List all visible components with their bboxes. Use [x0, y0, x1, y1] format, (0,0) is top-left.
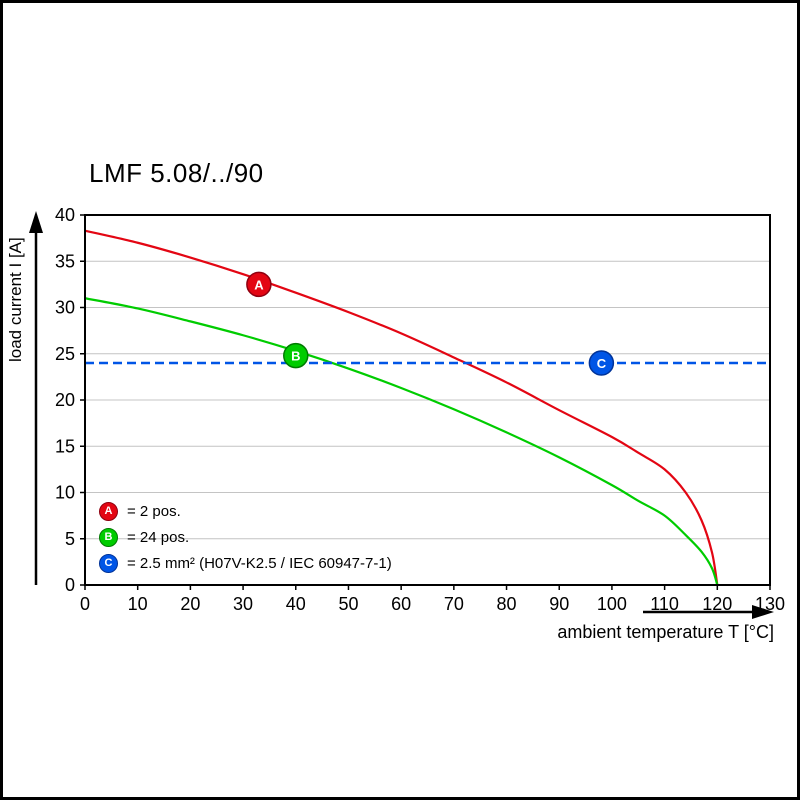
- legend-letter-b: B: [104, 531, 113, 543]
- series-B-curve: [84, 297, 719, 586]
- y-tick-label: 15: [55, 436, 75, 456]
- legend-text-c: = 2.5 mm² (H07V-K2.5 / IEC 60947-7-1): [127, 555, 392, 572]
- legend-item-a: A = 2 pos.: [99, 502, 392, 521]
- x-tick-label: 0: [80, 594, 90, 614]
- y-tick-label: 40: [55, 205, 75, 225]
- legend: A = 2 pos. B = 24 pos. C = 2.5 mm² (H07V…: [99, 502, 392, 573]
- series-A-curve: [84, 229, 719, 586]
- x-tick-label: 120: [702, 594, 732, 614]
- x-tick-label: 10: [128, 594, 148, 614]
- legend-dot-b: B: [99, 528, 118, 547]
- axis-ticks-and-labels: 0 10 20 30 40 50 60 70 80 90 100 110 120 130051015202…: [55, 205, 785, 614]
- legend-item-c: C = 2.5 mm² (H07V-K2.5 / IEC 60947-7-1): [99, 554, 392, 573]
- legend-item-b: B = 24 pos.: [99, 528, 392, 547]
- svg-text:B: B: [291, 349, 300, 364]
- y-tick-label: 35: [55, 251, 75, 271]
- x-tick-label: 30: [233, 594, 253, 614]
- legend-dot-a: A: [99, 502, 118, 521]
- gridlines: [85, 260, 770, 540]
- x-tick-label: 50: [338, 594, 358, 614]
- legend-letter-c: C: [104, 557, 113, 569]
- x-tick-label: 70: [444, 594, 464, 614]
- marker-C: C: [588, 350, 615, 376]
- legend-text-a: = 2 pos.: [127, 503, 181, 520]
- y-tick-label: 10: [55, 483, 75, 503]
- legend-letter-a: A: [104, 505, 113, 517]
- x-tick-label: 40: [286, 594, 306, 614]
- svg-text:C: C: [597, 356, 607, 371]
- marker-A: A: [246, 271, 272, 298]
- marker-B: B: [283, 342, 309, 369]
- svg-text:A: A: [254, 277, 264, 292]
- x-tick-label: 20: [180, 594, 200, 614]
- x-tick-label: 110: [650, 594, 679, 614]
- y-tick-label: 0: [65, 575, 75, 595]
- x-tick-label: 100: [597, 594, 627, 614]
- x-tick-label: 90: [549, 594, 569, 614]
- y-tick-label: 5: [65, 529, 75, 549]
- x-tick-label: 60: [391, 594, 411, 614]
- y-tick-label: 30: [55, 298, 75, 318]
- x-axis-label: ambient temperature T [°C]: [557, 622, 774, 642]
- y-tick-label: 20: [55, 390, 75, 410]
- y-tick-label: 25: [55, 344, 75, 364]
- legend-dot-c: C: [99, 554, 118, 573]
- chart-title: LMF 5.08/../90: [89, 158, 264, 188]
- x-tick-label: 80: [497, 594, 517, 614]
- legend-text-b: = 24 pos.: [127, 529, 190, 546]
- axis-arrows: [29, 211, 774, 619]
